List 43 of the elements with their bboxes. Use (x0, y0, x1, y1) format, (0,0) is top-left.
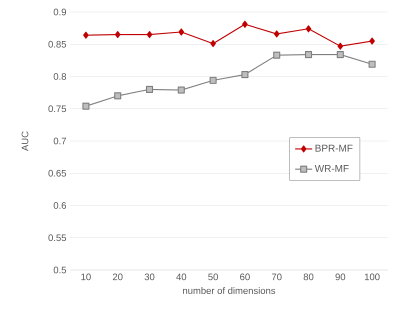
x-tick-label: 10 (81, 274, 91, 280)
point (369, 37, 375, 45)
x-tick-label: 40 (176, 274, 186, 280)
point (304, 51, 312, 58)
point (178, 86, 185, 94)
y-axis-title: AUC (22, 131, 28, 151)
point (82, 102, 90, 110)
y-tick-label: 0.75 (48, 105, 66, 112)
y-tick-label: 0.7 (54, 138, 66, 144)
x-axis-title: number of dimensions (183, 287, 276, 294)
point (242, 20, 248, 28)
point (114, 31, 121, 38)
point (338, 42, 344, 50)
point (241, 71, 248, 78)
y-tick-label: 0.5 (54, 266, 66, 274)
y-tick-label: 0.8 (54, 73, 66, 80)
y-tick-label: 0.55 (48, 234, 66, 242)
point (336, 51, 344, 58)
point (210, 40, 216, 48)
x-tick-label: 90 (335, 274, 346, 280)
x-tick-label: 80 (304, 274, 314, 280)
point (178, 28, 184, 36)
point (146, 31, 152, 38)
y-tick-label: 0.6 (54, 202, 66, 209)
point (210, 76, 217, 84)
y-tick-label: 0.65 (48, 170, 66, 177)
point (368, 60, 376, 68)
y-tick-label: 0.9 (54, 8, 66, 16)
legend-label: WR-MF (314, 165, 349, 172)
point (146, 86, 154, 93)
x-tick-label: 100 (364, 274, 380, 280)
y-tick-label: 0.85 (48, 40, 66, 48)
x-tick-label: 50 (208, 274, 218, 280)
x-tick-label: 30 (144, 274, 154, 280)
point (274, 30, 280, 38)
legend-label: BPR-MF (316, 144, 353, 152)
point (306, 25, 312, 32)
point (273, 52, 280, 59)
point (83, 32, 89, 39)
x-tick-label: 20 (112, 274, 123, 280)
x-tick-label: 70 (272, 274, 282, 280)
point (114, 92, 122, 100)
x-tick-label: 60 (240, 274, 250, 280)
